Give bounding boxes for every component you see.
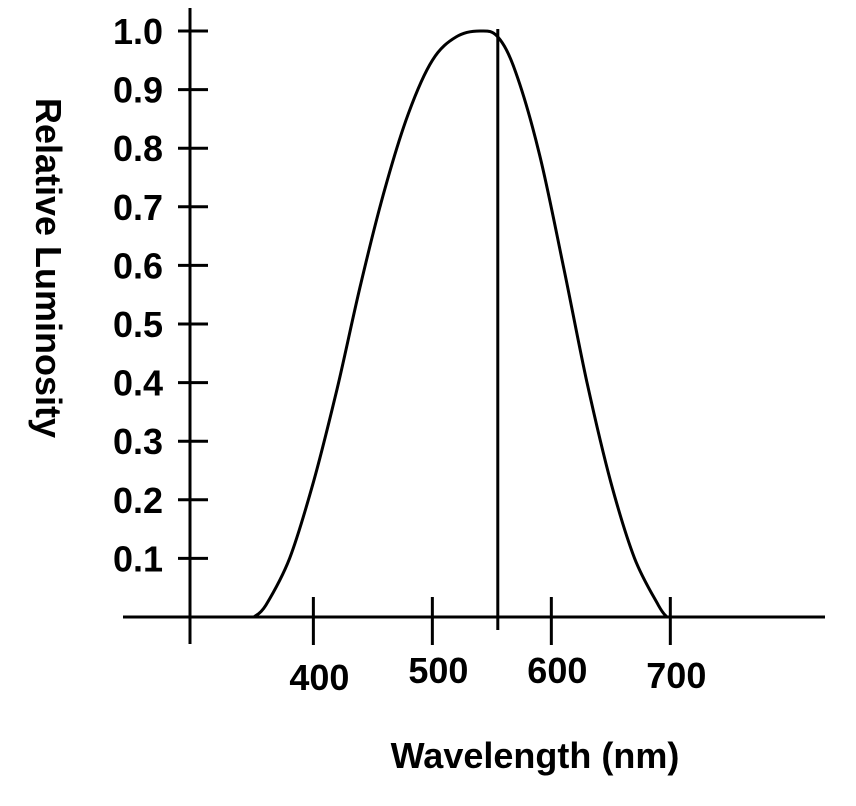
x-tick-label: 400: [289, 657, 349, 698]
y-tick-marks: [178, 29, 208, 560]
y-tick-label: 0.7: [113, 187, 163, 228]
plot-lines: [252, 29, 669, 630]
x-axis-title: Wavelength (nm): [391, 735, 680, 776]
y-tick-label: 0.2: [113, 480, 163, 521]
x-tick-marks: [311, 597, 672, 645]
y-tick-label: 0.5: [113, 304, 163, 345]
luminosity-curve: [252, 29, 669, 619]
x-tick-label: 700: [646, 655, 706, 696]
y-tick-label: 0.1: [113, 538, 163, 579]
x-tick-label: 500: [408, 650, 468, 691]
y-tick-label: 1.0: [113, 11, 163, 52]
y-axis-title: Relative Luminosity: [28, 98, 69, 438]
y-tick-label: 0.8: [113, 128, 163, 169]
y-tick-label: 0.3: [113, 421, 163, 462]
y-tick-label: 0.6: [113, 245, 163, 286]
y-tick-label: 0.9: [113, 70, 163, 111]
x-tick-labels: 400 500 600 700: [289, 650, 706, 698]
y-tick-labels: 0.1 0.2 0.3 0.4 0.5 0.6 0.7 0.8 0.9 1.0: [113, 11, 163, 579]
x-tick-label: 600: [527, 650, 587, 691]
y-tick-label: 0.4: [113, 363, 163, 404]
